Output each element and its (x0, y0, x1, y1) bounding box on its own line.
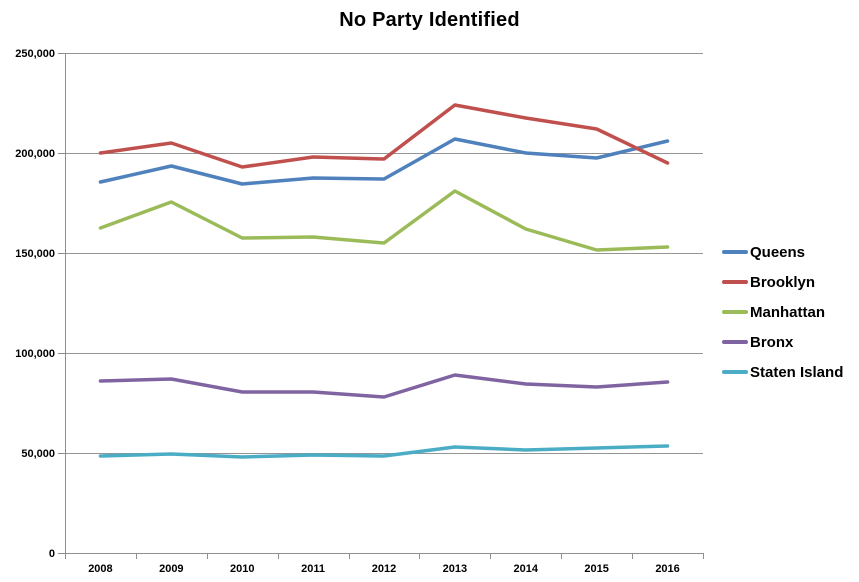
series-line-queens (98, 137, 670, 186)
legend-line-icon (722, 280, 748, 284)
legend-line-icon (722, 310, 748, 314)
series-line-bronx (98, 373, 670, 399)
x-axis-label: 2009 (159, 563, 183, 575)
legend-line-icon (722, 340, 748, 344)
y-axis-labels: 0 50,000 100,000 150,000 200,000 250,000 (15, 48, 55, 560)
y-axis-label: 50,000 (21, 448, 55, 460)
gridlines (65, 53, 703, 454)
x-axis-labels: 2008 2009 2010 2011 2012 2013 2014 2015 2016 (88, 563, 680, 575)
x-axis-label: 2016 (655, 563, 679, 575)
legend-item-brooklyn: Brooklyn (722, 267, 843, 297)
series-line-staten-island (98, 444, 670, 459)
legend-item-staten-island: Staten Island (722, 357, 843, 387)
x-axis-label: 2014 (514, 563, 539, 575)
y-axis-label: 0 (49, 548, 55, 560)
legend-item-queens: Queens (722, 237, 843, 267)
legend-label: Bronx (750, 333, 794, 351)
x-axis-label: 2015 (584, 563, 608, 575)
legend-label: Queens (750, 243, 806, 261)
x-axis-label: 2010 (230, 563, 254, 575)
y-axis-label: 150,000 (15, 248, 55, 260)
legend-label: Staten Island (750, 363, 844, 381)
y-axis-label: 200,000 (15, 148, 55, 160)
x-axis-label: 2011 (301, 563, 325, 575)
legend-label: Brooklyn (750, 273, 816, 291)
legend-item-bronx: Bronx (722, 327, 843, 357)
series-line-brooklyn (98, 103, 670, 169)
legend-label: Manhattan (750, 303, 825, 321)
y-axis-label: 100,000 (15, 348, 55, 360)
axes (58, 53, 704, 559)
legend-item-manhattan: Manhattan (722, 297, 843, 327)
y-axis-label: 250,000 (15, 48, 55, 60)
x-axis-label: 2012 (372, 563, 396, 575)
legend: Queens Brooklyn Manhattan Bronx Staten Islan… (722, 237, 843, 387)
x-axis-label: 2013 (443, 563, 467, 575)
legend-line-icon (722, 250, 748, 254)
x-axis-label: 2008 (88, 563, 112, 575)
series-line-manhattan (98, 189, 670, 252)
series-lines (98, 103, 670, 459)
chart-title: No Party Identified (339, 9, 520, 31)
legend-line-icon (722, 370, 748, 374)
